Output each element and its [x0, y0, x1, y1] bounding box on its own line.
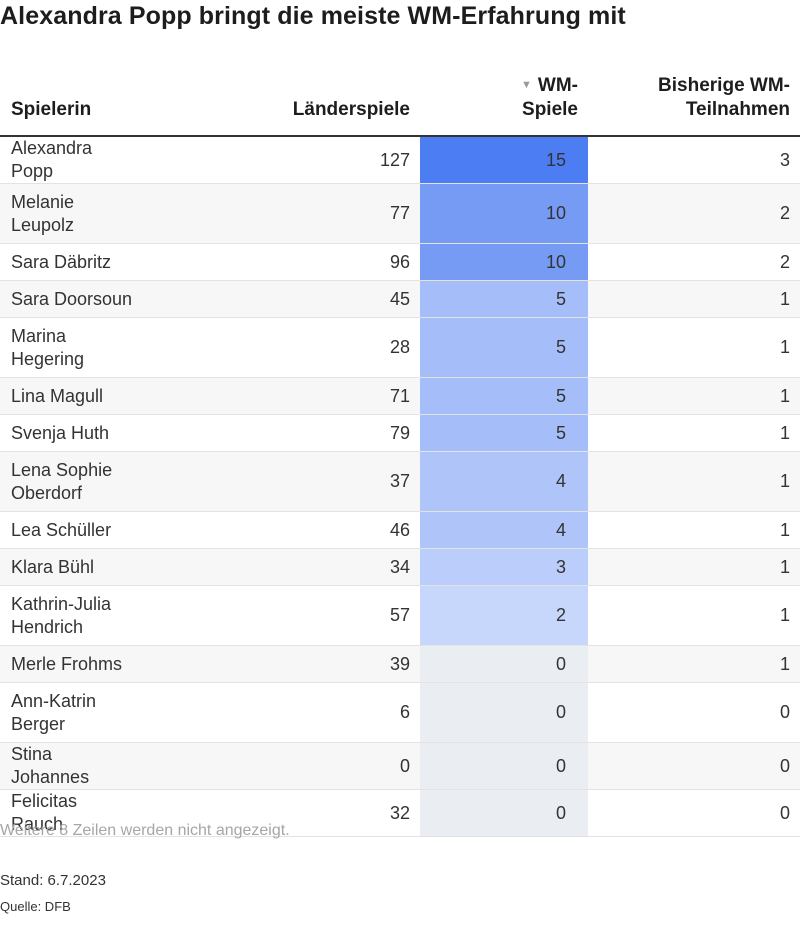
cell-player: Lena Sophie Oberdorf [0, 451, 143, 512]
cell-player: Lina Magull [0, 377, 143, 415]
cell-tournaments: 1 [588, 377, 800, 415]
column-header-caps-label: Länderspiele [292, 99, 410, 120]
table-row: Lea Schüller 46 4 1 [0, 511, 800, 549]
cell-player: Svenja Huth [0, 414, 143, 452]
cell-wm-games: 5 [420, 280, 588, 318]
cell-caps: 37 [143, 451, 420, 512]
cell-caps: 77 [143, 183, 420, 244]
column-header-player-label: Spielerin [11, 99, 92, 120]
cell-wm-games: 0 [420, 682, 588, 743]
cell-caps: 127 [143, 136, 420, 184]
cell-wm-games: 0 [420, 789, 588, 837]
cell-wm-games: 10 [420, 243, 588, 281]
table-row: Merle Frohms 39 0 1 [0, 645, 800, 683]
table-row: Klara Bühl 34 3 1 [0, 548, 800, 586]
cell-player: Sara Däbritz [0, 243, 143, 281]
cell-caps: 0 [143, 742, 420, 790]
cell-caps: 28 [143, 317, 420, 378]
cell-player: Alexandra Popp [0, 136, 143, 184]
cell-player: Ann-Katrin Berger [0, 682, 143, 743]
cell-player: Marina Hegering [0, 317, 143, 378]
cell-wm-games: 5 [420, 317, 588, 378]
cell-wm-games: 4 [420, 511, 588, 549]
cell-player: Kathrin-Julia Hendrich [0, 585, 143, 646]
table-row: Svenja Huth 79 5 1 [0, 414, 800, 452]
cell-wm-games: 10 [420, 183, 588, 244]
table-row: Ann-Katrin Berger 6 0 0 [0, 682, 800, 743]
cell-wm-games: 5 [420, 414, 588, 452]
column-header-tournaments-label: Bisherige WM- Teilnahmen [658, 75, 790, 120]
table-row: Alexandra Popp 127 15 3 [0, 136, 800, 184]
cell-wm-games: 15 [420, 136, 588, 184]
cell-caps: 32 [143, 789, 420, 837]
cell-tournaments: 3 [588, 136, 800, 184]
chart-title: Alexandra Popp bringt die meiste WM-Erfa… [0, 2, 626, 30]
cell-tournaments: 1 [588, 280, 800, 318]
table-row: Felicitas Rauch 32 0 0 [0, 789, 800, 837]
cell-player: Merle Frohms [0, 645, 143, 683]
cell-tournaments: 1 [588, 548, 800, 586]
cell-player: Lea Schüller [0, 511, 143, 549]
cell-wm-games: 5 [420, 377, 588, 415]
cell-caps: 46 [143, 511, 420, 549]
column-header-player[interactable]: Spielerin [0, 66, 143, 137]
cell-tournaments: 1 [588, 451, 800, 512]
column-header-caps[interactable]: Länderspiele [143, 66, 420, 137]
table-row: Sara Däbritz 96 10 2 [0, 243, 800, 281]
sort-descending-icon: ▼ [521, 79, 532, 91]
cell-wm-games: 0 [420, 742, 588, 790]
cell-tournaments: 0 [588, 682, 800, 743]
cell-wm-games: 3 [420, 548, 588, 586]
hidden-rows-note: Weitere 8 Zeilen werden nicht angezeigt. [0, 822, 290, 839]
cell-tournaments: 2 [588, 183, 800, 244]
table-body: Alexandra Popp 127 15 3 Melanie Leupolz 77 10 2 S… [0, 136, 800, 837]
data-source: Quelle: DFB [0, 899, 71, 914]
table-row: Melanie Leupolz 77 10 2 [0, 183, 800, 244]
cell-tournaments: 0 [588, 742, 800, 790]
data-table: Spielerin Länderspiele ▼ WM- Spiele Bisher… [0, 66, 800, 837]
table-row: Lina Magull 71 5 1 [0, 377, 800, 415]
cell-caps: 57 [143, 585, 420, 646]
cell-wm-games: 0 [420, 645, 588, 683]
cell-player: Sara Doorsoun [0, 280, 143, 318]
cell-wm-games: 2 [420, 585, 588, 646]
cell-caps: 71 [143, 377, 420, 415]
table-row: Sara Doorsoun 45 5 1 [0, 280, 800, 318]
cell-tournaments: 1 [588, 585, 800, 646]
cell-wm-games: 4 [420, 451, 588, 512]
cell-caps: 34 [143, 548, 420, 586]
column-header-wm-games[interactable]: ▼ WM- Spiele [420, 66, 588, 137]
cell-caps: 45 [143, 280, 420, 318]
cell-caps: 96 [143, 243, 420, 281]
table-row: Marina Hegering 28 5 1 [0, 317, 800, 378]
cell-tournaments: 2 [588, 243, 800, 281]
cell-tournaments: 1 [588, 511, 800, 549]
table-row: Stina Johannes 0 0 0 [0, 742, 800, 790]
table-row: Lena Sophie Oberdorf 37 4 1 [0, 451, 800, 512]
cell-tournaments: 1 [588, 645, 800, 683]
cell-player: Klara Bühl [0, 548, 143, 586]
cell-player: Stina Johannes [0, 742, 143, 790]
column-header-tournaments[interactable]: Bisherige WM- Teilnahmen [588, 66, 800, 137]
cell-caps: 79 [143, 414, 420, 452]
cell-tournaments: 1 [588, 414, 800, 452]
cell-player: Melanie Leupolz [0, 183, 143, 244]
cell-tournaments: 1 [588, 317, 800, 378]
cell-caps: 6 [143, 682, 420, 743]
cell-player: Felicitas Rauch [0, 789, 143, 837]
column-header-wm-games-label: WM- Spiele [522, 75, 578, 120]
header-row: Spielerin Länderspiele ▼ WM- Spiele Bisher… [0, 66, 800, 137]
cell-caps: 39 [143, 645, 420, 683]
data-date: Stand: 6.7.2023 [0, 872, 106, 889]
cell-tournaments: 0 [588, 789, 800, 837]
table-row: Kathrin-Julia Hendrich 57 2 1 [0, 585, 800, 646]
